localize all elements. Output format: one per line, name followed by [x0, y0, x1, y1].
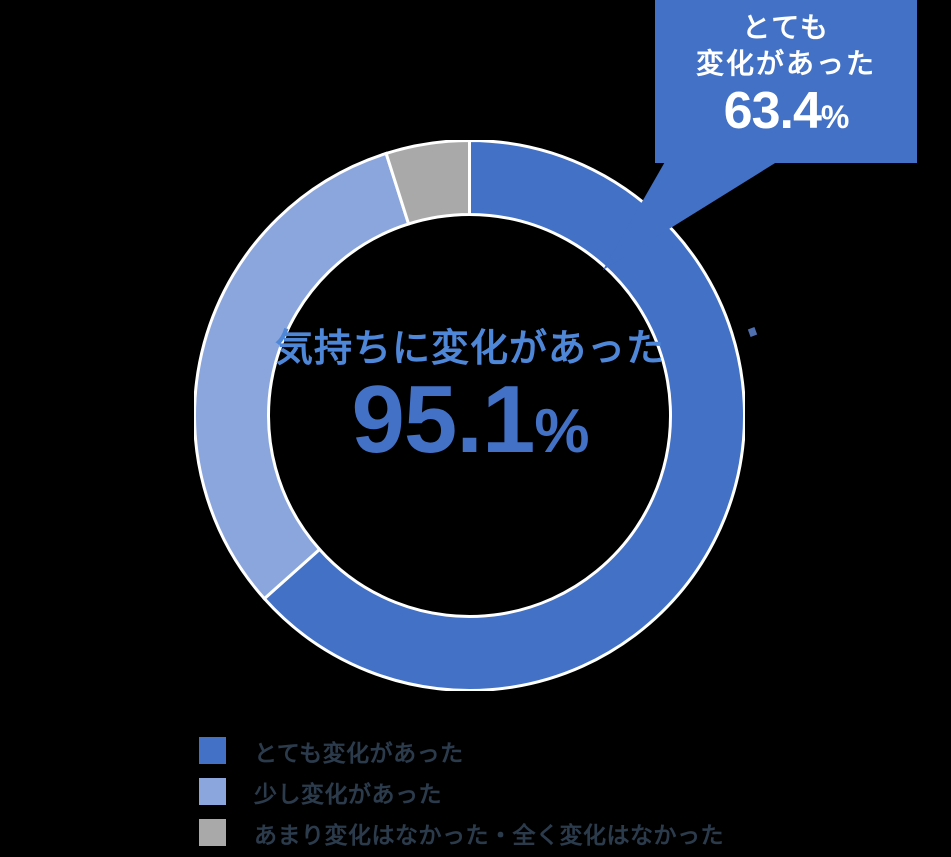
legend-item[interactable]: 少し変化があった — [199, 771, 899, 812]
legend-swatch — [199, 778, 226, 805]
callout-percent-symbol: % — [820, 98, 849, 135]
legend-label: あまり変化はなかった・全く変化はなかった — [254, 821, 724, 848]
callout-box: とても 変化があった 63.4% — [655, 0, 917, 163]
legend-item[interactable]: とても変化があった — [199, 730, 899, 771]
donut-slice — [262, 140, 745, 691]
donut-slices — [194, 140, 745, 691]
legend-label: とても変化があった — [254, 739, 464, 766]
legend-item[interactable]: あまり変化はなかった・全く変化はなかった — [199, 812, 899, 853]
donut-slice — [194, 151, 411, 601]
speckle-artifact — [747, 327, 758, 337]
legend-label: 少し変化があった — [254, 780, 442, 807]
callout-value-number: 63.4 — [723, 81, 822, 140]
callout-line-2: 変化があった — [695, 47, 876, 79]
donut-chart-svg — [194, 140, 745, 691]
legend: とても変化があった 少し変化があったあまり変化はなかった・全く変化はなかった — [199, 730, 899, 853]
legend-swatch — [199, 819, 226, 846]
callout-line-1: とても — [742, 12, 830, 43]
callout-value: 63.4% — [655, 81, 917, 140]
donut-slice — [384, 140, 471, 226]
donut-chart — [194, 140, 745, 691]
legend-swatch — [199, 737, 226, 764]
